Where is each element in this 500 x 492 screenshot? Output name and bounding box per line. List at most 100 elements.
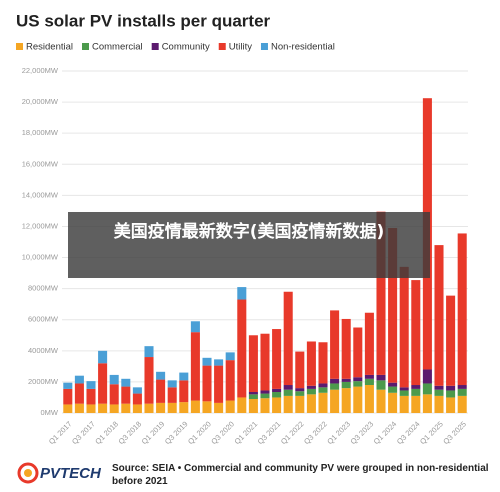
bar-segment	[202, 365, 212, 402]
bar-segment	[121, 386, 131, 404]
bar-segment	[202, 401, 212, 413]
bar-segment	[411, 385, 421, 389]
bar-segment	[86, 388, 96, 405]
bar-segment	[411, 395, 421, 413]
bar-segment	[446, 385, 456, 391]
bar-segment	[167, 387, 177, 403]
bar-segment	[341, 381, 351, 389]
bar-segment	[353, 327, 363, 378]
bar-segment	[446, 390, 456, 398]
bar-segment	[399, 390, 409, 396]
bar-segment	[248, 394, 258, 400]
bar-segment	[330, 383, 340, 390]
bar-segment	[434, 389, 444, 396]
bar-segment	[272, 397, 282, 413]
bar-segment	[364, 312, 374, 375]
bar-segment	[399, 387, 409, 391]
y-tick-label: 10,000MW	[22, 253, 59, 262]
bar-segment	[225, 352, 235, 361]
bar-segment	[237, 397, 247, 413]
bar-segment	[353, 381, 363, 387]
bar-segment	[63, 382, 73, 389]
bar-segment	[306, 341, 316, 386]
bar-segment	[156, 379, 166, 403]
bar-segment	[74, 383, 84, 404]
y-tick-label: 12,000MW	[22, 221, 59, 230]
bar-segment	[422, 383, 432, 395]
bar-segment	[109, 374, 119, 385]
legend-label: Utility	[229, 42, 252, 53]
bar-segment	[399, 395, 409, 413]
bar-segment	[399, 266, 409, 388]
bar-segment	[74, 375, 84, 384]
bar-segment	[260, 333, 270, 391]
bar-segment	[295, 395, 305, 413]
x-tick-label: Q3 2019	[163, 419, 190, 446]
bar-segment	[388, 382, 398, 387]
bar-segment	[190, 400, 200, 413]
bar-segment	[260, 398, 270, 413]
legend-swatch	[218, 43, 226, 50]
bar-segment	[132, 387, 142, 394]
bar-segment	[457, 388, 467, 396]
bar-segment	[272, 388, 282, 393]
bar-segment	[86, 404, 96, 413]
bar-segment	[167, 402, 177, 413]
legend-label: Commercial	[92, 42, 143, 53]
bar-segment	[272, 392, 282, 398]
bar-segment	[446, 295, 456, 386]
legend-label: Residential	[26, 42, 73, 53]
bar-segment	[190, 321, 200, 333]
bar-segment	[318, 342, 328, 384]
legend-swatch	[16, 43, 23, 50]
bar-segment	[214, 402, 224, 413]
bar-segment	[364, 374, 374, 379]
bar-segment	[156, 371, 166, 380]
bar-segment	[63, 388, 73, 405]
bar-segment	[144, 357, 154, 404]
bar-segment	[132, 404, 142, 413]
legend-swatch	[151, 43, 159, 50]
x-tick-label: Q3 2023	[349, 419, 376, 446]
x-tick-label: Q1 2020	[186, 419, 213, 446]
bar-segment	[121, 403, 131, 413]
y-tick-label: 4000MW	[28, 346, 59, 355]
y-tick-label: 20,000MW	[22, 97, 59, 106]
bar-segment	[388, 228, 398, 383]
bar-segment	[272, 329, 282, 389]
bar-segment	[341, 318, 351, 379]
bar-segment	[364, 378, 374, 386]
bar-segment	[225, 400, 235, 413]
bar-segment	[295, 351, 305, 389]
bar-segment	[109, 404, 119, 413]
bar-segment	[411, 388, 421, 396]
bar-segment	[411, 280, 421, 386]
legend-label: Non-residential	[271, 42, 335, 53]
bar-segment	[283, 291, 293, 386]
bar-segment	[434, 395, 444, 413]
bar-segment	[179, 372, 189, 381]
bar-segment	[388, 386, 398, 393]
y-tick-label: 0MW	[41, 408, 59, 417]
x-tick-label: Q1 2024	[372, 419, 399, 446]
chart-title: US solar PV installs per quarter	[16, 11, 271, 30]
y-tick-label: 18,000MW	[22, 128, 59, 137]
y-tick-label: 14,000MW	[22, 190, 59, 199]
x-tick-label: Q1 2017	[47, 419, 74, 446]
bar-segment	[98, 350, 108, 364]
legend-swatch	[82, 43, 89, 50]
bar-segment	[237, 287, 247, 300]
legend-swatch	[260, 43, 268, 50]
bar-segment	[318, 387, 328, 393]
bar-segment	[353, 377, 363, 382]
bar-segment	[295, 391, 305, 396]
bar-segment	[364, 385, 374, 413]
y-tick-label: 22,000MW	[22, 66, 59, 75]
bar-segment	[376, 211, 386, 375]
bar-segment	[248, 399, 258, 413]
bar-segment	[214, 365, 224, 403]
bar-segment	[295, 388, 305, 392]
x-tick-label: Q1 2025	[418, 419, 445, 446]
bar-segment	[457, 395, 467, 413]
